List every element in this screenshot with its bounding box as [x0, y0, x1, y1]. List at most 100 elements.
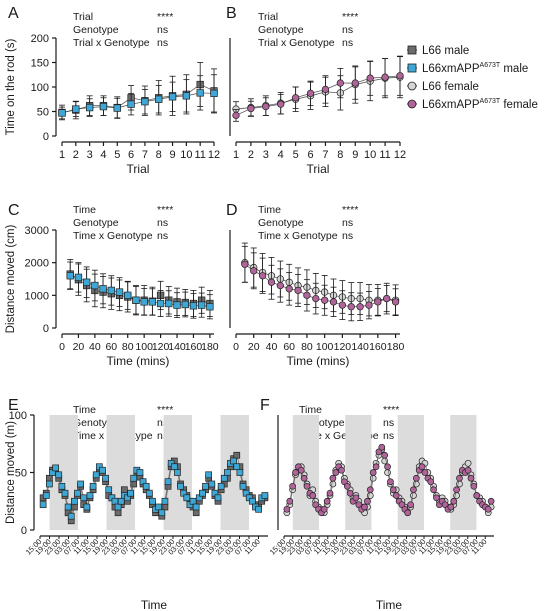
data-point	[338, 301, 347, 309]
x-tick-label: 0	[59, 341, 65, 353]
x-tick-label: 120	[334, 341, 352, 353]
data-point	[294, 286, 302, 295]
legend-label-superscript: A673T	[480, 98, 501, 105]
stat-p-value: ****	[157, 204, 173, 216]
stat-term: Time x Genotype	[73, 230, 153, 242]
data-point	[427, 478, 435, 486]
data-point	[303, 482, 311, 490]
data-point	[74, 273, 83, 282]
panel-letter: B	[226, 5, 237, 22]
stat-p-value: ns	[157, 230, 168, 242]
stat-term: Genotype	[258, 217, 304, 229]
data-point	[289, 482, 296, 490]
data-point	[174, 469, 181, 476]
series-l66xmapp-a673t-male	[58, 74, 218, 120]
data-point	[165, 299, 173, 308]
data-point	[464, 466, 472, 474]
data-point	[217, 482, 225, 490]
data-point	[85, 103, 94, 112]
legend-label: L66xmAPPA673T female	[422, 98, 538, 111]
x-tick-label: 12	[208, 149, 220, 161]
x-tick-label: 5	[114, 149, 120, 161]
data-point	[262, 102, 270, 111]
x-axis-label: Trial	[307, 162, 330, 176]
data-point	[145, 489, 153, 497]
data-point	[383, 294, 391, 303]
data-point	[404, 509, 412, 517]
legend-marker	[407, 99, 417, 109]
y-tick-label: 150	[31, 58, 49, 70]
stat-term: Trial	[258, 11, 278, 23]
series-line	[61, 92, 215, 114]
data-point	[189, 497, 197, 505]
data-point	[292, 469, 299, 476]
data-point	[410, 492, 417, 499]
x-tick-label: 80	[122, 341, 134, 353]
data-point	[249, 497, 256, 505]
data-point	[381, 73, 389, 81]
data-point	[453, 486, 460, 494]
x-axis-label: Time (mins)	[107, 354, 170, 368]
data-point	[64, 503, 72, 511]
legend-label-suffix: male	[500, 63, 528, 75]
data-point	[156, 299, 165, 308]
data-point	[258, 272, 267, 280]
data-point	[356, 303, 364, 311]
x-axis-label: Time (mins)	[287, 354, 350, 368]
data-point	[450, 497, 458, 505]
data-point	[114, 509, 122, 517]
data-point	[181, 300, 189, 309]
data-point	[52, 464, 59, 472]
stat-p-value: ****	[157, 404, 173, 416]
y-tick-label: 100	[31, 82, 49, 94]
data-point	[320, 296, 329, 304]
x-tick-label: 160	[185, 341, 203, 353]
data-point	[111, 497, 119, 505]
y-axis-label: Distance moved (cm)	[5, 225, 17, 334]
data-point	[320, 505, 328, 513]
data-point	[300, 474, 308, 482]
stat-p-value: ns	[157, 24, 168, 36]
series-line	[244, 262, 396, 301]
data-point	[421, 469, 429, 476]
legend-item: L66 female	[407, 81, 479, 93]
data-point	[210, 89, 218, 98]
legend-item: L66xmAPPA673T male	[407, 62, 528, 75]
data-point	[233, 463, 241, 471]
data-point	[99, 466, 106, 474]
stat-term: Time	[73, 204, 96, 216]
data-point	[241, 260, 249, 268]
data-point	[250, 267, 258, 275]
x-tick-label: 40	[266, 341, 278, 353]
data-point	[91, 281, 99, 290]
data-point	[102, 474, 109, 482]
data-point	[369, 474, 377, 482]
stat-p-value: ns	[157, 37, 168, 49]
data-point	[114, 503, 122, 511]
data-point	[329, 480, 337, 488]
data-point	[410, 486, 417, 494]
series-l66xmapp-a673t-female	[283, 443, 495, 517]
y-tick-label: 2000	[25, 258, 49, 270]
series-line	[235, 76, 401, 110]
data-point	[161, 497, 169, 505]
data-point	[412, 474, 420, 482]
x-axis-label: Time	[376, 598, 403, 611]
data-point	[42, 492, 50, 499]
panel-letter: C	[8, 202, 20, 219]
stat-p-value: ns	[157, 417, 168, 429]
y-tick-label: 200	[31, 33, 49, 45]
data-point	[470, 482, 478, 490]
data-point	[384, 463, 391, 471]
data-point	[55, 471, 63, 479]
stat-p-value: ****	[157, 11, 173, 23]
data-point	[205, 471, 213, 479]
stat-term: Genotype	[73, 24, 119, 36]
data-point	[189, 302, 198, 310]
y-tick-label: 100	[9, 410, 27, 422]
legend-item: L66 male	[407, 45, 469, 57]
data-point	[329, 474, 337, 482]
data-point	[105, 486, 113, 494]
data-point	[83, 503, 91, 511]
